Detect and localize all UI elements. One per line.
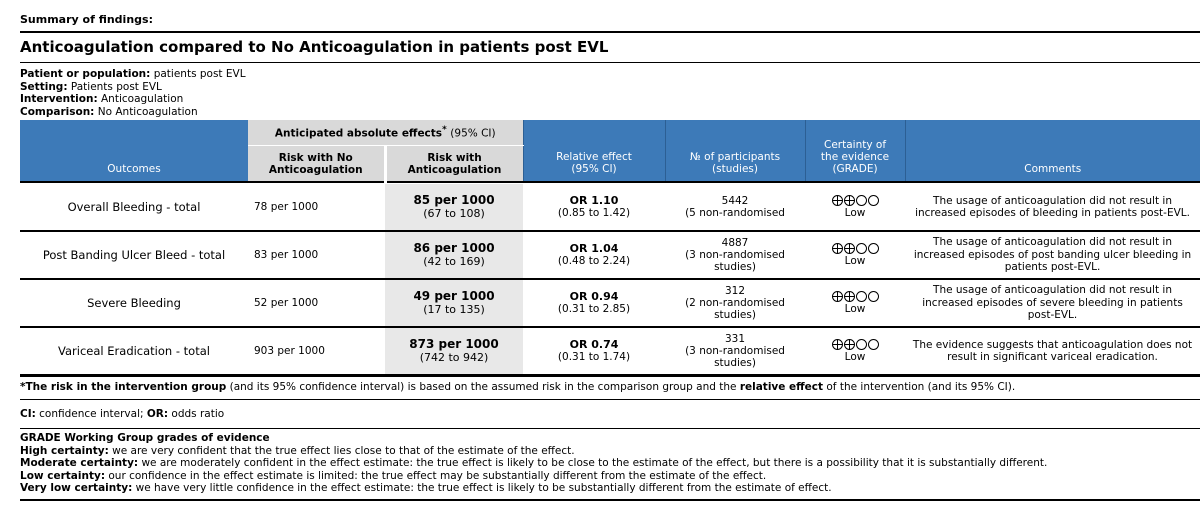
footnote-rule [20,399,1200,400]
grade-low: Low certainty: our confidence in the eff… [20,469,767,482]
table-header-row-1: Outcomes Anticipated absolute effects* (… [20,120,1200,182]
summary-label: Summary of findings: [20,13,153,26]
comment-cell: The usage of anticoagulation did not res… [905,279,1200,328]
certainty-cell: Low [805,231,906,280]
grade-high: High certainty: we are very confident th… [20,444,575,457]
pico-setting: Setting: Patients post EVL [20,80,162,93]
outcome-cell: Post Banding Ulcer Bleed - total [20,231,248,280]
outcome-cell: Severe Bleeding [20,279,248,328]
comment-cell: The usage of anticoagulation did not res… [905,184,1200,232]
col-relative-effect: Relative effect (95% CI) [522,120,666,182]
pico-intervention: Intervention: Anticoagulation [20,93,184,105]
certainty-cell: Low [805,184,906,232]
pico-comparison: Comparison: No Anticoagulation [20,105,198,118]
table-row: Severe Bleeding 52 per 1000 49 per 1000(… [20,279,1200,328]
certainty-circles-icon [805,243,905,254]
summary-of-findings-document: Summary of findings: Anticoagulation com… [20,0,1200,501]
table-row: Variceal Eradication - total 903 per 100… [20,327,1200,377]
col-outcomes: Outcomes [20,120,248,182]
table-header-row-2: Risk with No Anticoagulation Risk with Ant… [20,145,1200,182]
certainty-circles-icon [805,339,905,350]
table-row: Overall Bleeding - total 78 per 1000 85 … [20,184,1200,232]
outcome-cell: Overall Bleeding - total [20,184,248,232]
header-rule-row [20,181,1200,184]
page-title: Anticoagulation compared to No Anticoagu… [20,38,609,56]
relative-effect-cell: OR 0.94 (0.31 to 2.85) [523,279,666,328]
col-comments: Comments [904,120,1200,182]
risk-no-cell: 78 per 1000 [248,184,385,232]
bottom-rule [20,498,1200,501]
col-certainty: Certainty of the evidence (GRADE) [804,120,906,182]
col-risk-no-anticoagulation: Risk with No Anticoagulation [248,145,385,182]
grade-very-low: Very low certainty: we have very little … [20,482,832,494]
certainty-cell: Low [805,279,906,328]
col-participants: № of participants (studies) [664,120,806,182]
grade-moderate: Moderate certainty: we are moderately co… [20,457,1048,469]
pico-population: Patient or population: patients post EVL [20,68,246,80]
risk-with-cell: 85 per 1000 (67 to 108) [385,184,524,232]
relative-effect-cell: OR 1.10 (0.85 to 1.42) [523,184,666,232]
table-row: Post Banding Ulcer Bleed - total 83 per … [20,231,1200,280]
participants-cell: 312 (2 non-randomised studies) [665,279,806,328]
certainty-cell: Low [805,327,906,377]
risk-with-cell: 873 per 1000 (742 to 942) [385,327,524,377]
certainty-circles-icon [805,291,905,302]
findings-table: Outcomes Anticipated absolute effects* (… [20,120,1200,377]
participants-cell: 331 (3 non-randomised studies) [665,327,806,377]
risk-with-cell: 86 per 1000 (42 to 169) [385,231,524,280]
risk-footnote: *The risk in the intervention group (and… [20,381,1016,393]
risk-no-cell: 52 per 1000 [248,279,385,328]
comment-cell: The usage of anticoagulation did not res… [905,231,1200,280]
abbrev-rule [20,428,1200,429]
title-rule [20,62,1200,63]
grade-legend: GRADE Working Group grades of evidence H… [20,429,1200,499]
participants-cell: 5442 (5 non-randomised [665,184,806,232]
outcome-cell: Variceal Eradication - total [20,327,248,377]
abbreviations: CI: confidence interval; OR: odds ratio [20,408,225,420]
risk-with-cell: 49 per 1000 (17 to 135) [385,279,524,328]
risk-no-cell: 83 per 1000 [248,231,385,280]
pico-block: Patient or population: patients post EVL… [20,63,1200,120]
participants-cell: 4887 (3 non-randomised studies) [665,231,806,280]
relative-effect-cell: OR 1.04 (0.48 to 2.24) [523,231,666,280]
certainty-circles-icon [805,195,905,206]
risk-no-cell: 903 per 1000 [248,327,385,377]
top-rule [20,31,1200,33]
col-risk-with-anticoagulation: Risk with Anticoagulation [383,145,524,182]
comment-cell: The evidence suggests that anticoagulati… [905,327,1200,377]
grade-title: GRADE Working Group grades of evidence [20,432,270,444]
col-anticipated-effects: Anticipated absolute effects* (95% CI) [248,120,524,146]
relative-effect-cell: OR 0.74 (0.31 to 1.74) [523,327,666,377]
